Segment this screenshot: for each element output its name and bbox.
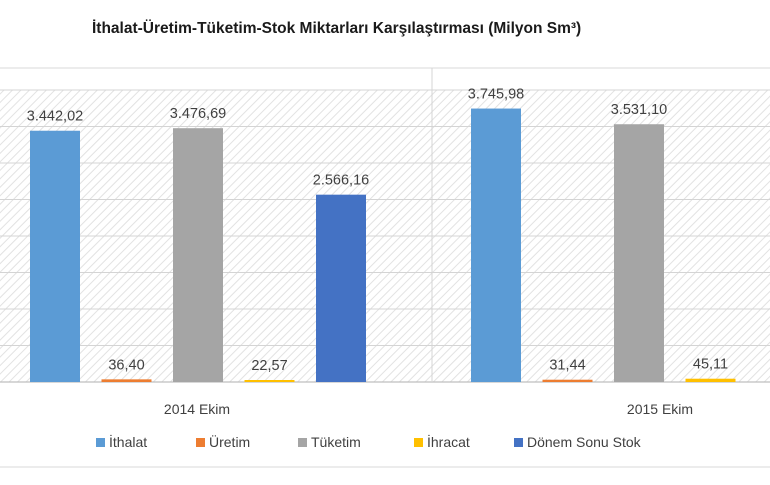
- legend-swatch: [514, 438, 523, 447]
- legend-item: İhracat: [414, 433, 470, 450]
- data-label: 3.442,02: [27, 109, 83, 125]
- data-label: 31,44: [549, 358, 585, 374]
- data-label: 3.476,69: [170, 106, 226, 122]
- legend-item: Tüketim: [298, 434, 361, 450]
- legend-item: İthalat: [96, 433, 147, 450]
- bar-tüketim-1: [173, 128, 223, 382]
- data-label: 22,57: [251, 358, 287, 374]
- data-label: 3.531,10: [611, 102, 667, 118]
- legend-label: Üretim: [209, 433, 250, 450]
- bar-üretim-2: [542, 379, 593, 382]
- legend-label: Dönem Sonu Stok: [527, 434, 642, 450]
- legend-swatch: [414, 438, 423, 447]
- legend-swatch: [96, 438, 105, 447]
- data-label: 36,40: [108, 357, 144, 373]
- x-tick-label: 2014 Ekim: [164, 401, 230, 417]
- legend-item: Üretim: [196, 433, 250, 450]
- x-tick-label: 2015 Ekim: [627, 401, 693, 417]
- bar-üretim-1: [101, 379, 152, 382]
- bar-i̇thalat-2: [471, 108, 521, 382]
- data-label: 2.566,16: [313, 173, 369, 189]
- data-label: 3.745,98: [468, 87, 524, 103]
- bar-i̇hracat-1: [244, 380, 295, 382]
- legend-label: İhracat: [427, 433, 470, 450]
- bar-i̇hracat-2: [685, 378, 736, 382]
- legend-swatch: [196, 438, 205, 447]
- legend-label: İthalat: [109, 433, 147, 450]
- legend-label: Tüketim: [311, 434, 361, 450]
- data-label: 45,11: [693, 357, 728, 373]
- legend-swatch: [298, 438, 307, 447]
- legend-item: Dönem Sonu Stok: [514, 434, 642, 450]
- bar-i̇thalat-1: [30, 130, 80, 382]
- chart-title-text: İthalat-Üretim-Tüketim-Stok Miktarları K…: [92, 20, 582, 37]
- bar-dönem-sonu-stok-1: [316, 194, 366, 382]
- bar-tüketim-2: [614, 124, 664, 382]
